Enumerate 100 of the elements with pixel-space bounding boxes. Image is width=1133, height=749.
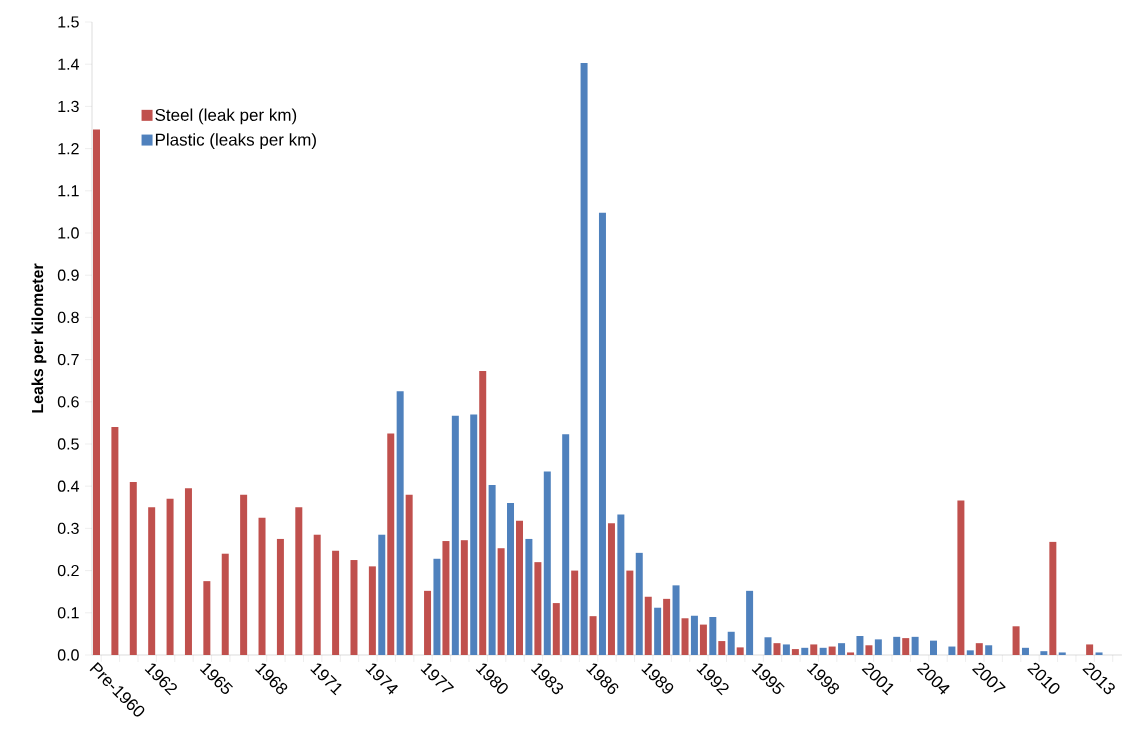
- bar: [948, 646, 956, 655]
- bar: [672, 585, 680, 655]
- bar: [644, 596, 652, 655]
- bar: [543, 471, 551, 655]
- bar: [828, 646, 836, 655]
- bar: [295, 507, 303, 655]
- bar: [810, 644, 818, 655]
- bar: [534, 562, 542, 655]
- bar: [203, 581, 211, 655]
- bar: [654, 607, 662, 655]
- bar: [479, 370, 487, 655]
- bar: [856, 636, 864, 655]
- bar: [626, 570, 634, 655]
- bar: [451, 415, 459, 655]
- bar: [782, 644, 790, 655]
- bar: [221, 553, 229, 655]
- bar: [847, 652, 855, 655]
- bar: [718, 641, 726, 655]
- bar: [930, 640, 938, 655]
- bar: [1012, 626, 1020, 655]
- bar: [838, 643, 846, 655]
- bar: [396, 391, 404, 655]
- bar: [598, 212, 606, 655]
- bar: [488, 484, 496, 655]
- bar: [709, 617, 717, 655]
- bar: [552, 603, 560, 655]
- y-tick-label: 1.2: [58, 143, 79, 155]
- bar: [957, 500, 965, 655]
- bar: [801, 647, 809, 655]
- y-tick-label: 0.0: [57, 649, 79, 661]
- bar: [865, 645, 873, 655]
- bar: [699, 624, 707, 655]
- y-tick-label: 0.4: [57, 480, 79, 492]
- bar: [1049, 541, 1057, 655]
- bar: [791, 649, 799, 655]
- bar: [166, 498, 174, 655]
- bar: [424, 590, 432, 655]
- bar: [516, 520, 523, 655]
- bar: [276, 538, 284, 655]
- bar: [507, 503, 515, 655]
- bar: [902, 638, 910, 655]
- bar: [497, 548, 505, 655]
- y-tick-label: 1.4: [58, 58, 79, 70]
- bar: [129, 481, 137, 655]
- bar: [240, 494, 248, 655]
- bar: [819, 647, 827, 655]
- bar: [893, 636, 901, 655]
- bar: [460, 540, 468, 655]
- bar: [681, 618, 689, 655]
- bar: [368, 566, 376, 655]
- bar: [433, 558, 441, 655]
- bar: [525, 538, 533, 655]
- bar: [690, 615, 698, 655]
- bar: [405, 494, 413, 655]
- bar: [617, 514, 625, 655]
- bar: [1086, 644, 1094, 655]
- y-axis-title: Leaks per kilometer: [31, 263, 47, 413]
- y-tick-label: 1.1: [58, 185, 79, 197]
- bar: [313, 534, 321, 655]
- bar: [1095, 652, 1103, 655]
- bar: [589, 616, 597, 655]
- y-tick-label: 0.3: [57, 522, 79, 535]
- bar: [874, 639, 882, 655]
- bar: [442, 541, 450, 655]
- y-tick-label: 0.6: [57, 396, 79, 408]
- bar: [746, 590, 754, 655]
- y-tick-label: 1.3: [58, 100, 79, 113]
- bar: [1040, 651, 1048, 655]
- y-tick-label: 1.5: [58, 16, 79, 28]
- bar: [258, 517, 266, 655]
- bar: [562, 434, 570, 655]
- bar: [350, 560, 358, 655]
- bar: [93, 129, 100, 655]
- bar: [378, 534, 386, 655]
- y-tick-label: 1.0: [58, 227, 79, 239]
- bar: [727, 631, 735, 655]
- bar: [773, 643, 781, 655]
- bar: [663, 598, 671, 655]
- y-tick-label: 0.2: [57, 564, 79, 577]
- bar: [580, 62, 588, 655]
- legend-label: Steel (leak per km): [155, 108, 297, 125]
- bar: [332, 550, 340, 655]
- y-tick-label: 0.9: [57, 269, 79, 281]
- bar: [607, 523, 615, 655]
- bar: [571, 570, 579, 655]
- y-tick-label: 0.7: [57, 353, 79, 366]
- bar: [470, 414, 478, 655]
- bar: [736, 647, 744, 655]
- bar: [635, 552, 643, 655]
- bar: [111, 427, 119, 655]
- y-tick-label: 0.1: [57, 607, 79, 619]
- y-tick-label: 0.8: [57, 311, 79, 324]
- bar: [764, 637, 772, 655]
- bar: [1021, 647, 1029, 655]
- bar: [911, 636, 919, 655]
- bar: [975, 643, 983, 655]
- y-tick-label: 0.5: [57, 438, 79, 450]
- legend-label: Plastic (leaks per km): [155, 133, 316, 150]
- bar: [387, 433, 395, 655]
- bar: [184, 488, 192, 655]
